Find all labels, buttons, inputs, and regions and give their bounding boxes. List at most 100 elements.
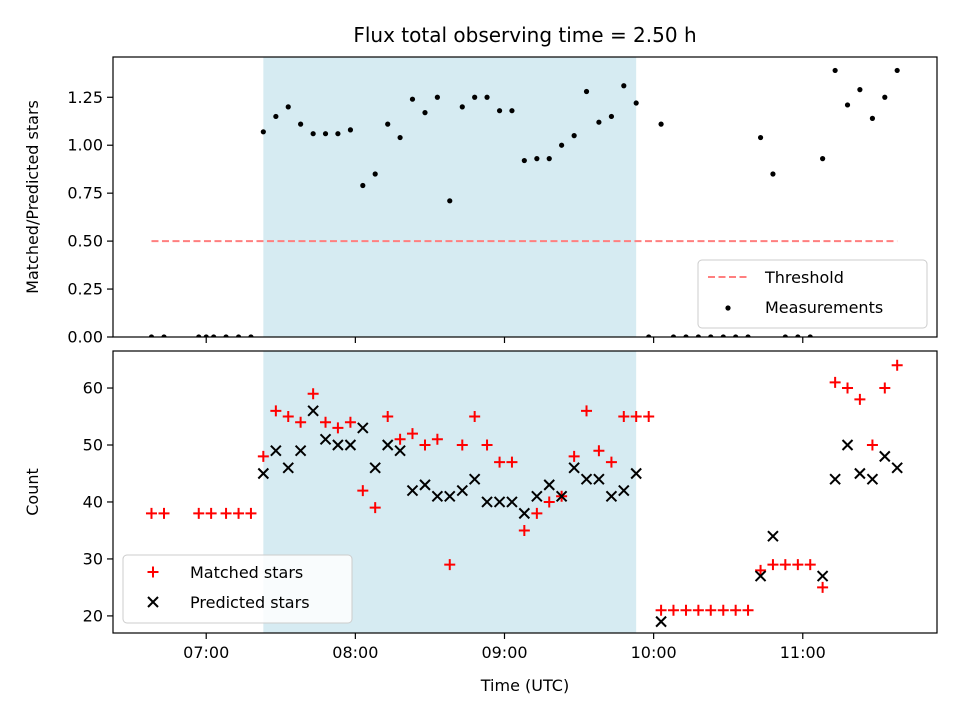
data-point (646, 334, 652, 337)
data-point (670, 334, 677, 337)
x-tick-label: 10:00 (631, 643, 677, 662)
data-point (568, 450, 580, 462)
data-point (369, 462, 381, 474)
data-point (419, 479, 431, 491)
data-point (335, 131, 341, 137)
data-point (782, 334, 788, 337)
data-point (382, 439, 394, 451)
data-point (468, 473, 481, 485)
data-point (866, 473, 879, 485)
data-point (496, 108, 503, 114)
data-point (372, 171, 378, 177)
y-tick-label: 1.00 (67, 136, 103, 155)
data-point (161, 334, 167, 337)
data-point (894, 67, 900, 74)
legend-box (122, 554, 353, 624)
data-point (394, 444, 406, 457)
data-point (235, 334, 242, 337)
data-point (555, 490, 568, 502)
data-point (444, 559, 456, 571)
data-point (593, 473, 605, 485)
data-point (257, 467, 270, 480)
data-point (841, 439, 854, 451)
data-point (434, 94, 440, 100)
data-point (456, 484, 468, 497)
data-point (518, 507, 531, 520)
data-point (196, 334, 202, 337)
data-point (857, 87, 863, 93)
data-point (431, 433, 443, 445)
data-point (456, 439, 468, 451)
data-point (568, 462, 580, 474)
data-point (145, 507, 157, 519)
data-point (559, 142, 565, 148)
data-point (248, 334, 254, 337)
data-point (854, 393, 866, 405)
legend: Matched stars Predicted stars (122, 554, 353, 624)
data-point (692, 604, 704, 616)
data-point (193, 507, 205, 519)
data-point (257, 450, 269, 462)
data-point (307, 388, 319, 400)
data-point (320, 416, 332, 428)
data-point (298, 121, 304, 127)
data-point (795, 334, 801, 337)
data-point (481, 496, 493, 508)
data-point (605, 456, 617, 468)
data-point (534, 156, 540, 162)
data-point (521, 157, 527, 164)
data-point (655, 615, 667, 628)
data-point (633, 100, 639, 106)
data-point (804, 559, 816, 571)
data-point (332, 422, 344, 434)
y-tick-label: 60 (83, 379, 103, 398)
data-point (518, 524, 530, 536)
data-point (211, 334, 217, 337)
data-point (543, 479, 555, 491)
data-point (270, 444, 282, 457)
data-point (357, 422, 369, 434)
data-point (203, 334, 209, 337)
data-point (494, 456, 506, 468)
data-point (755, 564, 767, 576)
data-point (792, 559, 804, 571)
data-point (832, 67, 838, 74)
data-point (307, 405, 319, 417)
data-point (866, 439, 878, 451)
data-point (767, 559, 779, 571)
data-point (385, 121, 391, 127)
x-axis-label: Time (UTC) (480, 676, 569, 695)
data-point (419, 439, 431, 451)
data-point (658, 121, 664, 127)
data-point (531, 490, 543, 502)
data-point (630, 411, 642, 423)
data-point (158, 507, 170, 519)
data-point (882, 94, 888, 100)
data-point (444, 490, 456, 502)
data-point (683, 334, 689, 337)
data-point (695, 334, 701, 337)
y-axis-label: Matched/Predicted stars (23, 100, 42, 294)
data-point (295, 416, 307, 428)
legend-label: Threshold (764, 268, 844, 287)
data-point (472, 94, 478, 100)
data-point (779, 559, 791, 571)
data-point (593, 445, 605, 457)
y-axis-label: Count (23, 468, 42, 516)
legend-label: Matched stars (190, 563, 303, 582)
data-point (605, 490, 618, 502)
data-point (509, 108, 515, 114)
data-point (245, 507, 257, 519)
data-point (757, 134, 764, 141)
data-point (223, 334, 229, 337)
data-point (484, 94, 490, 100)
data-point (807, 334, 813, 337)
data-point (879, 382, 891, 394)
data-point (360, 182, 366, 189)
y-tick-label: 40 (83, 492, 103, 511)
y-tick-label: 0.50 (67, 232, 103, 251)
data-point (767, 530, 779, 542)
data-point (493, 496, 506, 508)
data-point (720, 334, 726, 337)
